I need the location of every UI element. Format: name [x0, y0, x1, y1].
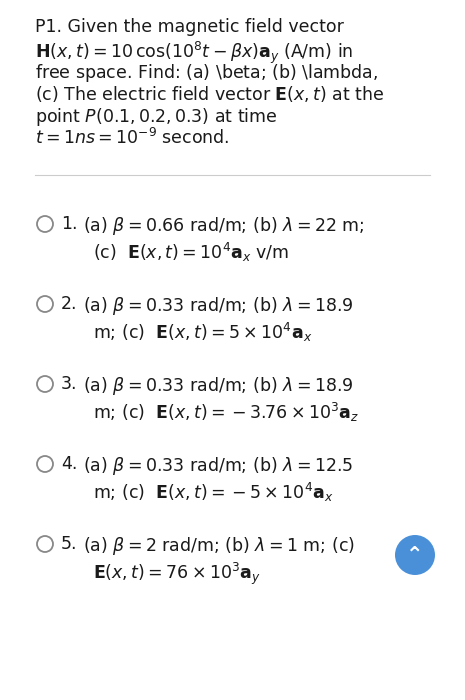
- Text: ⌃: ⌃: [406, 544, 424, 564]
- Text: 5.: 5.: [61, 535, 78, 553]
- Text: 1.: 1.: [61, 215, 78, 233]
- Text: 2.: 2.: [61, 295, 78, 313]
- Text: 3.: 3.: [61, 375, 78, 393]
- Text: free space. Find: (a) $\backslash$beta; (b) $\backslash$lambda,: free space. Find: (a) $\backslash$beta; …: [35, 62, 379, 84]
- Text: 4.: 4.: [61, 455, 77, 473]
- Text: (a) $\beta = 0.33$ rad/m; (b) $\lambda = 12.5$: (a) $\beta = 0.33$ rad/m; (b) $\lambda =…: [83, 455, 353, 477]
- Text: (c) The electric field vector $\mathbf{E}(x, t)$ at the: (c) The electric field vector $\mathbf{E…: [35, 84, 385, 104]
- Text: (a) $\beta = 2$ rad/m; (b) $\lambda = 1$ m; (c): (a) $\beta = 2$ rad/m; (b) $\lambda = 1$…: [83, 535, 355, 557]
- Text: m; (c)  $\mathbf{E}(x, t) = -5 \times 10^4\mathbf{a}_x$: m; (c) $\mathbf{E}(x, t) = -5 \times 10^…: [93, 481, 333, 504]
- Text: (a) $\beta = 0.33$ rad/m; (b) $\lambda = 18.9$: (a) $\beta = 0.33$ rad/m; (b) $\lambda =…: [83, 295, 353, 317]
- Text: m; (c)  $\mathbf{E}(x, t) = 5 \times 10^4\mathbf{a}_x$: m; (c) $\mathbf{E}(x, t) = 5 \times 10^4…: [93, 321, 312, 344]
- Text: (a) $\beta = 0.66$ rad/m; (b) $\lambda = 22$ m;: (a) $\beta = 0.66$ rad/m; (b) $\lambda =…: [83, 215, 365, 237]
- Text: m; (c)  $\mathbf{E}(x, t) = -3.76 \times 10^3\mathbf{a}_z$: m; (c) $\mathbf{E}(x, t) = -3.76 \times …: [93, 401, 359, 424]
- Text: $\mathbf{H}$$(x, t) = 10\,\cos(10^8t - \beta x)\mathbf{a}_y$ (A/m) in: $\mathbf{H}$$(x, t) = 10\,\cos(10^8t - \…: [35, 40, 353, 66]
- Text: $t = 1ns = 10^{-9}$ second.: $t = 1ns = 10^{-9}$ second.: [35, 128, 229, 148]
- Text: (a) $\beta = 0.33$ rad/m; (b) $\lambda = 18.9$: (a) $\beta = 0.33$ rad/m; (b) $\lambda =…: [83, 375, 353, 397]
- Text: (c)  $\mathbf{E}(x, t) = 10^4\mathbf{a}_x$ v/m: (c) $\mathbf{E}(x, t) = 10^4\mathbf{a}_x…: [93, 241, 289, 264]
- Text: P1. Given the magnetic field vector: P1. Given the magnetic field vector: [35, 18, 344, 36]
- Circle shape: [395, 535, 435, 575]
- Text: $\mathbf{E}(x, t) = 76 \times 10^3\mathbf{a}_y$: $\mathbf{E}(x, t) = 76 \times 10^3\mathb…: [93, 561, 261, 587]
- Text: point $\mathit{P}(0.1, 0.2, 0.3)$ at time: point $\mathit{P}(0.1, 0.2, 0.3)$ at tim…: [35, 106, 278, 128]
